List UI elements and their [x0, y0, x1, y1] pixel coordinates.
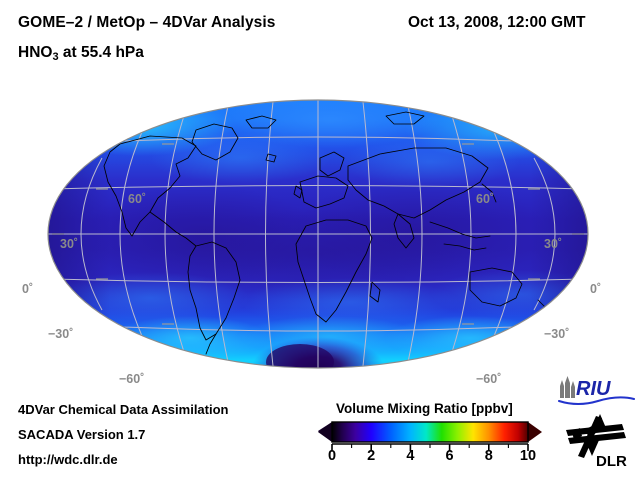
riu-tower-icon: [560, 376, 575, 398]
colorbar-major-ticks: [331, 444, 529, 451]
riu-wave-icon: [558, 396, 635, 405]
colorbar-tick-0: 0: [327, 448, 337, 464]
dlr-logo-text: DLR: [596, 453, 627, 470]
colorbar-tick-8: 8: [484, 448, 493, 464]
lat-label-left-60n: 60˚: [128, 192, 147, 206]
colorbar-gradient: [332, 422, 528, 442]
map-panel: 60˚ 30˚ 0˚ −30˚ −60˚ 60˚ 30˚ 0˚ −30˚ −60…: [0, 86, 640, 386]
riu-logo-text: RIU: [576, 378, 611, 400]
lat-label-right-60s: −60˚: [476, 372, 502, 386]
colorbar-svg: [318, 421, 542, 451]
page-title: GOME–2 / MetOp – 4DVar Analysis: [18, 14, 276, 31]
colorbar-tick-2: 2: [367, 448, 376, 464]
colorbar-extend-high: [528, 422, 542, 442]
footer-line-url[interactable]: http://wdc.dlr.de: [18, 452, 118, 467]
colorbar-tick-4: 4: [406, 448, 415, 464]
dlr-mark-icon: [566, 414, 626, 458]
species-name: HNO: [18, 44, 53, 61]
world-map[interactable]: [0, 86, 640, 386]
riu-logo[interactable]: RIU: [556, 374, 636, 406]
species-subscript: 3: [52, 51, 59, 63]
lat-label-right-30n: 30˚: [544, 237, 563, 251]
dlr-logo[interactable]: DLR: [562, 412, 636, 470]
colorbar[interactable]: 0 2 4 6 8 10: [312, 420, 548, 470]
footer-line-version: SACADA Version 1.7: [18, 427, 146, 442]
data-field-layer: [48, 100, 588, 368]
colorbar-extend-low-fill: [318, 422, 332, 442]
timestamp-label: Oct 13, 2008, 12:00 GMT: [408, 14, 586, 31]
colorbar-tick-10: 10: [519, 448, 537, 464]
lat-label-right-60n: 60˚: [476, 192, 495, 206]
page-subtitle: HNO3 at 55.4 hPa: [18, 44, 144, 63]
lat-label-right-0: 0˚: [590, 282, 602, 296]
globe-outline: [47, 99, 589, 369]
lat-ticks: [52, 143, 584, 325]
lat-label-left-0: 0˚: [22, 282, 34, 296]
lat-label-left-60s: −60˚: [119, 372, 145, 386]
graticule: [48, 100, 588, 368]
lat-label-left-30s: −30˚: [48, 327, 74, 341]
colorbar-border: [331, 421, 529, 443]
pressure-level-label: at 55.4 hPa: [58, 44, 144, 61]
colorbar-title: Volume Mixing Ratio [ppbv]: [336, 401, 513, 416]
lat-label-left-30n: 30˚: [60, 237, 79, 251]
colorbar-minor-ticks: [351, 444, 509, 448]
lat-label-right-30s: −30˚: [544, 327, 570, 341]
colorbar-tick-6: 6: [445, 448, 454, 464]
footer-line-assimilation: 4DVar Chemical Data Assimilation: [18, 402, 229, 417]
